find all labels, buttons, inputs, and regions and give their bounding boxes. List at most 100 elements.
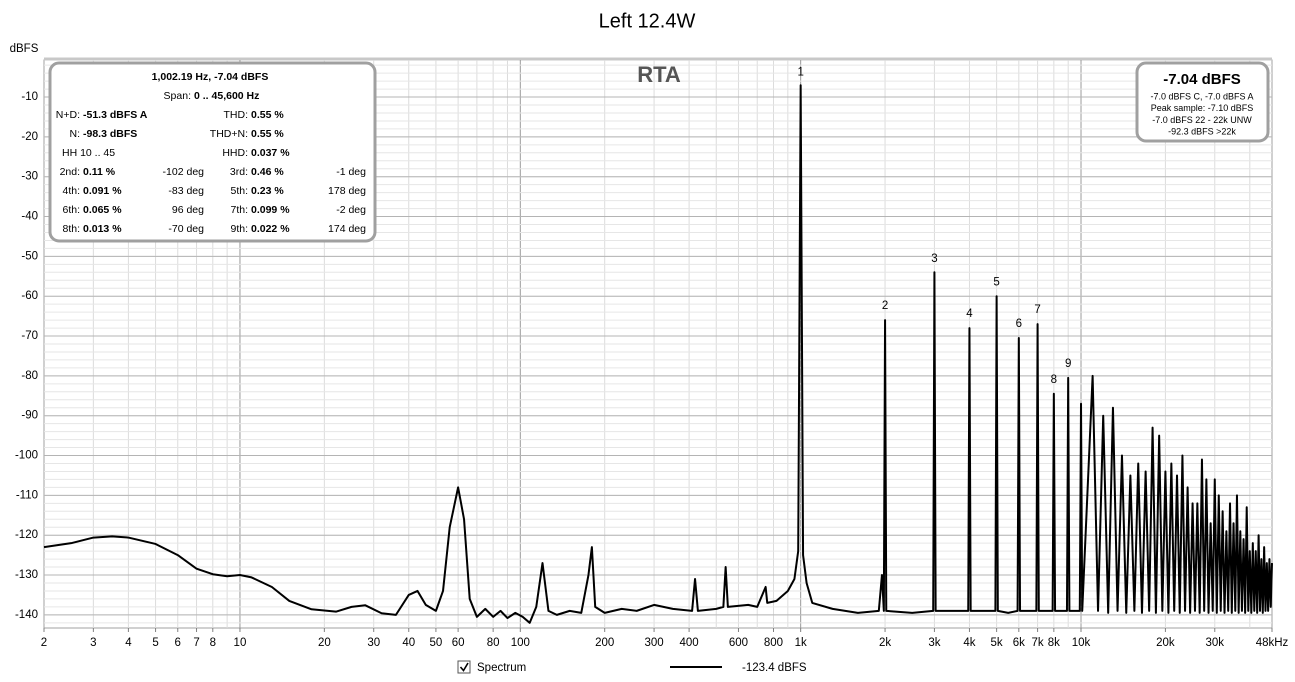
metric-phase: -2 deg xyxy=(336,204,366,216)
info-panel xyxy=(48,61,377,243)
metric-phase: -70 deg xyxy=(168,223,204,235)
harmonic-label: 9 xyxy=(1065,358,1071,370)
chart-title: Left 12.4W xyxy=(599,10,696,32)
y-tick-label: -130 xyxy=(15,569,38,581)
metric-value: 0.037 % xyxy=(251,147,290,159)
metric-value: 0.55 % xyxy=(251,128,284,140)
harmonic-label: 8 xyxy=(1051,374,1057,386)
y-axis-label: dBFS xyxy=(10,43,39,55)
x-tick-label: 30k xyxy=(1206,637,1225,649)
x-tick-label: 60 xyxy=(452,637,465,649)
level-line: Peak sample: -7.10 dBFS xyxy=(1151,103,1254,113)
x-tick-label: 8k xyxy=(1048,637,1060,649)
x-tick-label: 20 xyxy=(318,637,331,649)
level-panel xyxy=(1135,61,1270,143)
watermark: RTA xyxy=(637,62,681,87)
y-tick-label: -10 xyxy=(21,91,38,103)
spectrum-line xyxy=(43,84,1273,624)
metric-label: N+D: xyxy=(56,109,80,121)
metric-value: 0.099 % xyxy=(251,204,290,216)
x-tick-label: 1k xyxy=(795,637,807,649)
metric-value: 0.065 % xyxy=(83,204,122,216)
y-tick-label: -120 xyxy=(15,529,38,541)
x-tick-label: 300 xyxy=(644,637,663,649)
metric-label: THD: xyxy=(224,109,249,121)
y-tick-label: -80 xyxy=(21,370,38,382)
x-tick-label: 5 xyxy=(152,637,158,649)
y-tick-label: -100 xyxy=(15,450,38,462)
level-main: -7.04 dBFS xyxy=(1163,71,1241,88)
harmonic-label: 7 xyxy=(1034,304,1040,316)
level-line: -92.3 dBFS >22k xyxy=(1168,126,1236,136)
x-tick-label: 600 xyxy=(729,637,748,649)
harmonic-label: 1 xyxy=(797,66,803,78)
cursor-readout: 1,002.19 Hz, -7.04 dBFS xyxy=(152,71,269,83)
y-tick-label: -140 xyxy=(15,609,38,621)
metric-label: 3rd: xyxy=(230,166,248,178)
y-tick-label: -60 xyxy=(21,290,38,302)
x-tick-label: 7 xyxy=(193,637,199,649)
x-tick-label: 6k xyxy=(1013,637,1025,649)
metric-label: HHD: xyxy=(222,147,248,159)
level-line: -7.0 dBFS 22 - 22k UNW xyxy=(1152,115,1252,125)
y-tick-label: -50 xyxy=(21,250,38,262)
metric-label: 5th: xyxy=(230,185,248,197)
y-tick-label: -40 xyxy=(21,211,38,223)
x-tick-label: 3 xyxy=(90,637,96,649)
x-tick-label: 10k xyxy=(1072,637,1091,649)
metric-value: 0.46 % xyxy=(251,166,284,178)
x-tick-label: 20k xyxy=(1156,637,1175,649)
x-tick-label: 2 xyxy=(41,637,47,649)
x-tick-label: 3k xyxy=(928,637,940,649)
x-tick-label: 5k xyxy=(991,637,1003,649)
metric-value: 0.23 % xyxy=(251,185,284,197)
metric-label: 4th: xyxy=(62,185,80,197)
x-tick-label: 80 xyxy=(487,637,500,649)
x-tick-label: 10 xyxy=(234,637,247,649)
x-tick-label: 4 xyxy=(125,637,132,649)
x-tick-label: 400 xyxy=(680,637,699,649)
metric-label: THD+N: xyxy=(210,128,248,140)
x-tick-label: 48kHz xyxy=(1256,637,1289,649)
x-tick-label: 200 xyxy=(595,637,614,649)
checkbox-check xyxy=(459,662,469,672)
legend-label: Spectrum xyxy=(477,662,526,674)
metric-label: 7th: xyxy=(230,204,248,216)
x-tick-label: 2k xyxy=(879,637,891,649)
metric-label: 9th: xyxy=(230,223,248,235)
metric-phase: 96 deg xyxy=(172,204,204,216)
harmonic-label: 3 xyxy=(931,253,937,265)
y-tick-label: -20 xyxy=(21,131,38,143)
harmonic-label: 6 xyxy=(1016,318,1022,330)
x-tick-label: 30 xyxy=(367,637,380,649)
x-tick-label: 7k xyxy=(1032,637,1044,649)
y-tick-label: -30 xyxy=(21,171,38,183)
metric-phase: 178 deg xyxy=(328,185,366,197)
metric-phase: -1 deg xyxy=(336,166,366,178)
x-tick-label: 100 xyxy=(511,637,530,649)
x-tick-label: 4k xyxy=(963,637,975,649)
x-tick-label: 40 xyxy=(402,637,415,649)
x-tick-label: 8 xyxy=(210,637,216,649)
level-line: -7.0 dBFS C, -7.0 dBFS A xyxy=(1150,91,1253,101)
harmonic-label: 2 xyxy=(882,300,888,312)
metric-value: 0.091 % xyxy=(83,185,122,197)
harmonic-label: 4 xyxy=(966,308,973,320)
metric-phase: 174 deg xyxy=(328,223,366,235)
metric-value: 0.013 % xyxy=(83,223,122,235)
span-value: 0 .. 45,600 Hz xyxy=(194,90,259,102)
y-tick-label: -70 xyxy=(21,330,38,342)
metric-label: 6th: xyxy=(62,204,80,216)
x-tick-label: 800 xyxy=(764,637,783,649)
metric-label: 8th: xyxy=(62,223,80,235)
metric-label: HH 10 .. 45 xyxy=(62,147,115,159)
span-label: Span: xyxy=(164,90,191,102)
metric-value: 0.11 % xyxy=(83,166,116,178)
metric-value: -98.3 dBFS xyxy=(83,128,137,140)
metric-label: 2nd: xyxy=(60,166,80,178)
metric-phase: -83 deg xyxy=(168,185,204,197)
metric-value: 0.55 % xyxy=(251,109,284,121)
x-tick-label: 50 xyxy=(430,637,443,649)
y-tick-label: -110 xyxy=(16,489,38,501)
legend-value: -123.4 dBFS xyxy=(742,662,807,674)
